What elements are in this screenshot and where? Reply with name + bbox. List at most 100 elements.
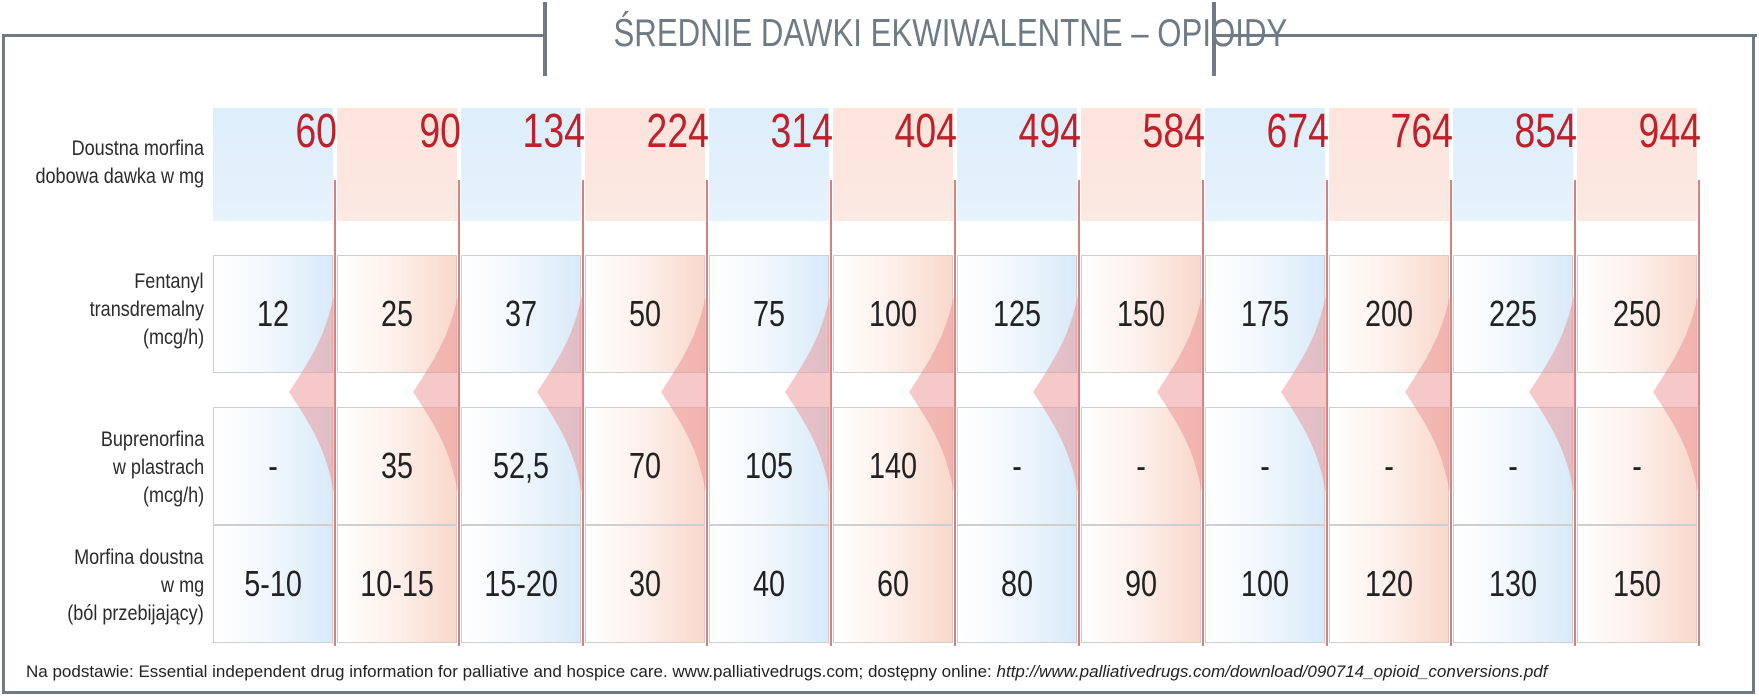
morphine-dose-label: 134 — [522, 105, 585, 158]
breakthrough-cell: 5-10 — [213, 525, 333, 643]
column-divider — [1698, 180, 1700, 646]
column-divider — [582, 180, 584, 646]
breakthrough-cell-value: 60 — [876, 563, 910, 604]
buprenorphine-cell: - — [213, 407, 333, 525]
breakthrough-cell-value: 150 — [1612, 563, 1662, 604]
column-divider — [458, 180, 460, 646]
morphine-dose-label: 90 — [419, 105, 461, 158]
buprenorphine-cell: - — [1453, 407, 1573, 525]
row-label-line: Morfina doustna — [74, 546, 204, 569]
column-divider — [1078, 180, 1080, 646]
row-label-morphine-breakthrough: Morfina doustna w mg (ból przebijający) — [10, 536, 204, 636]
footnote-link[interactable]: http://www.palliativedrugs.com/download/… — [996, 662, 1548, 681]
buprenorphine-cell-value: - — [1260, 445, 1270, 486]
buprenorphine-cell: - — [1205, 407, 1325, 525]
row-label-line: Doustna morfina — [71, 137, 204, 160]
row-label-line: w plastrach — [112, 456, 204, 479]
fentanyl-cell-value: 25 — [380, 293, 414, 334]
header-band — [1081, 108, 1201, 221]
buprenorphine-cell-value: 105 — [744, 445, 794, 486]
breakthrough-cell: 100 — [1205, 525, 1325, 643]
buprenorphine-cell-value: 140 — [868, 445, 918, 486]
fentanyl-cell: 100 — [833, 255, 953, 373]
fentanyl-cell: 25 — [337, 255, 457, 373]
buprenorphine-cell-value: 35 — [380, 445, 414, 486]
column-divider — [1202, 180, 1204, 646]
row-label-line: Fentanyl — [134, 270, 204, 293]
breakthrough-cell: 80 — [957, 525, 1077, 643]
header-band — [1205, 108, 1325, 221]
fentanyl-cell-value: 75 — [752, 293, 786, 334]
fentanyl-cell-value: 50 — [628, 293, 662, 334]
header-band — [1577, 108, 1697, 221]
header-band — [1329, 108, 1449, 221]
row-label-line: Buprenorfina — [100, 428, 204, 451]
buprenorphine-cell-value: - — [268, 445, 278, 486]
buprenorphine-cell: - — [957, 407, 1077, 525]
breakthrough-cell: 150 — [1577, 525, 1697, 643]
buprenorphine-cell-value: - — [1384, 445, 1394, 486]
breakthrough-cell-value: 90 — [1124, 563, 1158, 604]
column-divider — [830, 180, 832, 646]
buprenorphine-cell-value: 70 — [628, 445, 662, 486]
column-divider — [1326, 180, 1328, 646]
breakthrough-cell: 15-20 — [461, 525, 581, 643]
fentanyl-cell-value: 225 — [1488, 293, 1538, 334]
frame-top-right — [1214, 34, 1757, 37]
breakthrough-cell-value: 120 — [1364, 563, 1414, 604]
morphine-dose-label: 404 — [894, 105, 957, 158]
fentanyl-cell: 37 — [461, 255, 581, 373]
breakthrough-cell: 10-15 — [337, 525, 457, 643]
breakthrough-cell: 120 — [1329, 525, 1449, 643]
header-band — [461, 108, 581, 221]
breakthrough-cell-value: 80 — [1000, 563, 1034, 604]
breakthrough-cell: 130 — [1453, 525, 1573, 643]
header-band — [957, 108, 1077, 221]
header-band — [337, 108, 457, 221]
morphine-dose-label: 584 — [1142, 105, 1205, 158]
breakthrough-cell-value: 10-15 — [360, 563, 434, 604]
buprenorphine-cell: - — [1329, 407, 1449, 525]
footnote-text: Na podstawie: Essential independent drug… — [26, 662, 997, 681]
row-label-line: transdremalny — [89, 298, 204, 321]
breakthrough-cell-value: 5-10 — [244, 563, 302, 604]
header-band — [833, 108, 953, 221]
fentanyl-cell: 250 — [1577, 255, 1697, 373]
fentanyl-cell-value: 100 — [868, 293, 918, 334]
column-divider — [1450, 180, 1452, 646]
row-label-line: (mcg/h) — [142, 326, 204, 349]
buprenorphine-cell-value: - — [1012, 445, 1022, 486]
fentanyl-cell-value: 200 — [1364, 293, 1414, 334]
chart-frame — [2, 34, 1755, 694]
fentanyl-cell: 175 — [1205, 255, 1325, 373]
row-label-morphine-daily: Doustna morfina dobowa dawka w mg — [10, 128, 204, 198]
buprenorphine-cell: - — [1081, 407, 1201, 525]
row-label-line: (ból przebijający) — [67, 602, 204, 625]
breakthrough-cell-value: 30 — [628, 563, 662, 604]
buprenorphine-cell: 105 — [709, 407, 829, 525]
fentanyl-cell-value: 12 — [256, 293, 290, 334]
source-footnote: Na podstawie: Essential independent drug… — [26, 662, 1547, 682]
fentanyl-cell-value: 125 — [992, 293, 1042, 334]
header-band — [709, 108, 829, 221]
column-divider — [706, 180, 708, 646]
fentanyl-cell-value: 150 — [1116, 293, 1166, 334]
fentanyl-cell: 50 — [585, 255, 705, 373]
buprenorphine-cell: 140 — [833, 407, 953, 525]
row-label-line: w mg — [160, 574, 204, 597]
fentanyl-cell-value: 175 — [1240, 293, 1290, 334]
fentanyl-cell: 125 — [957, 255, 1077, 373]
fentanyl-cell: 200 — [1329, 255, 1449, 373]
page-title: ŚREDNIE DAWKI EKWIWALENTNE – OPIOIDY — [613, 12, 1288, 55]
row-label-line: (mcg/h) — [142, 484, 204, 507]
fentanyl-cell-value: 37 — [504, 293, 538, 334]
buprenorphine-cell: - — [1577, 407, 1697, 525]
fentanyl-cell: 12 — [213, 255, 333, 373]
buprenorphine-cell-value: - — [1136, 445, 1146, 486]
breakthrough-cell-value: 130 — [1488, 563, 1538, 604]
morphine-dose-label: 944 — [1638, 105, 1701, 158]
row-label-fentanyl: Fentanyl transdremalny (mcg/h) — [10, 260, 204, 360]
breakthrough-cell: 40 — [709, 525, 829, 643]
morphine-dose-label: 314 — [770, 105, 833, 158]
fentanyl-cell: 150 — [1081, 255, 1201, 373]
